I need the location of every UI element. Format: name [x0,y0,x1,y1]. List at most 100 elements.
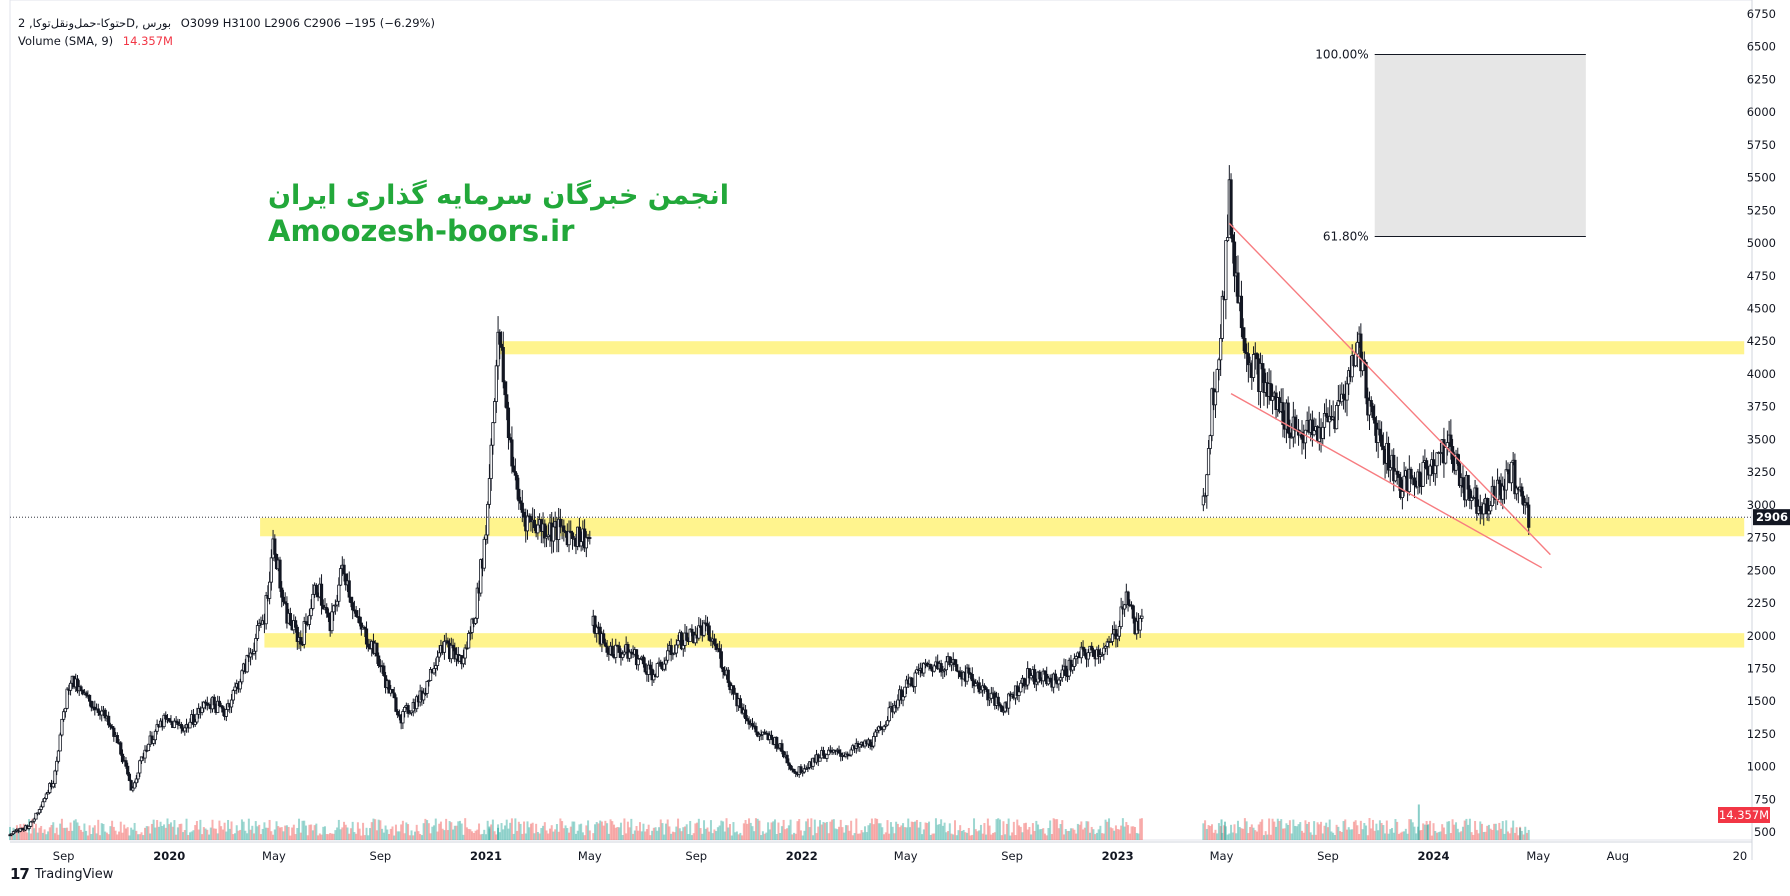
volume-bar [888,833,891,840]
volume-bar [957,830,960,840]
volume-bar [356,822,359,840]
candle-body [1482,503,1486,515]
volume-bar [857,833,860,840]
volume-bar [93,825,96,840]
volume-bar [1363,823,1366,840]
volume-bar [1207,825,1210,840]
volume-tag [1718,807,1770,823]
y-axis-tick-label: 5250 [1747,203,1776,217]
volume-bar [244,830,247,840]
volume-bar [796,821,799,840]
candle-body [1489,505,1493,512]
candle-body [415,696,419,710]
volume-bar [817,826,820,840]
volume-bar [1026,829,1029,840]
volume-bar [441,828,444,840]
candle-body [532,519,537,529]
candle-body [1412,477,1417,486]
volume-bar [220,826,223,840]
candle-body [269,557,273,583]
volume-bar [936,824,939,840]
candle-body [212,696,216,706]
volume-bar [779,833,782,840]
candle-body [364,628,369,645]
volume-bar [1202,823,1205,840]
candle-body [584,537,588,549]
candle-body [1395,470,1399,475]
candle-body [491,422,495,446]
volume-bar [521,833,524,840]
candle-body [498,331,502,345]
volume-bar [251,825,254,840]
candle-body [319,583,324,606]
fib-level-label: 61.80% [1323,229,1369,243]
volume-bar [1442,827,1445,840]
y-axis-tick-label: 500 [1754,825,1776,839]
candle-body [1409,468,1413,479]
volume-bar [742,823,745,840]
symbol-name[interactable]: حتوکا-حمل‌ونقل‌توکا, 2D, بورس [18,16,172,30]
volume-bar [1220,819,1223,840]
candle-body [231,690,235,701]
volume-bar [47,831,50,840]
volume-bar [950,833,953,840]
volume-bar [770,822,773,840]
x-axis-tick-label: Sep [1001,849,1023,863]
volume-bar [540,828,543,840]
candle-body [1386,442,1391,471]
volume-bar [322,826,325,840]
candle-body [1381,445,1385,450]
volume-bar [118,831,121,840]
volume-bar [640,831,643,840]
volume-bar [1481,823,1484,840]
y-axis-tick-label: 4000 [1747,367,1776,381]
volume-bar [211,819,214,840]
volume-bar [1522,834,1525,840]
candle-body [13,830,17,833]
volume-bar [805,821,808,840]
candle-body [652,674,656,681]
volume-bar [424,818,427,840]
volume-bar [1233,824,1236,840]
candle-body [1350,355,1354,378]
volume-bar [458,820,461,840]
candle-body [1243,338,1247,353]
volume-bar [230,821,233,840]
volume-bar [1432,823,1435,840]
watermark-persian: انجمن خبرگان سرمایه گذاری ایران [268,180,730,211]
volume-bar [680,831,683,840]
candle-body [1335,404,1339,430]
volume-bar [1356,825,1359,840]
volume-bar [261,828,264,840]
candle-body [743,709,748,719]
volume-bar [1498,822,1501,840]
volume-bar [1002,821,1005,840]
candle-body [617,645,621,653]
volume-tag-label: 14.357M [1719,808,1769,822]
volume-indicator-label[interactable]: Volume (SMA, 9) [18,34,114,48]
candle-body [1376,428,1380,443]
volume-bar [126,827,129,840]
volume-bar [806,818,809,840]
candle-body [1245,352,1249,355]
volume-bar [131,829,134,840]
candle-body [1373,417,1377,424]
volume-bar [604,820,607,840]
candle-body [1015,685,1019,696]
volume-bar [498,832,501,840]
candle-body [422,692,426,701]
volume-bar [166,818,169,840]
volume-bar [881,827,884,840]
candle-body [188,721,192,729]
volume-bar [1088,832,1091,840]
candle-body [967,667,971,674]
volume-bar [349,828,352,840]
volume-bar [1106,821,1109,840]
volume-bar [410,830,413,840]
volume-bar [1078,824,1081,840]
volume-bar [1012,821,1015,840]
tradingview-logo[interactable]: 17 TradingView [10,865,113,883]
volume-bar [876,818,879,840]
